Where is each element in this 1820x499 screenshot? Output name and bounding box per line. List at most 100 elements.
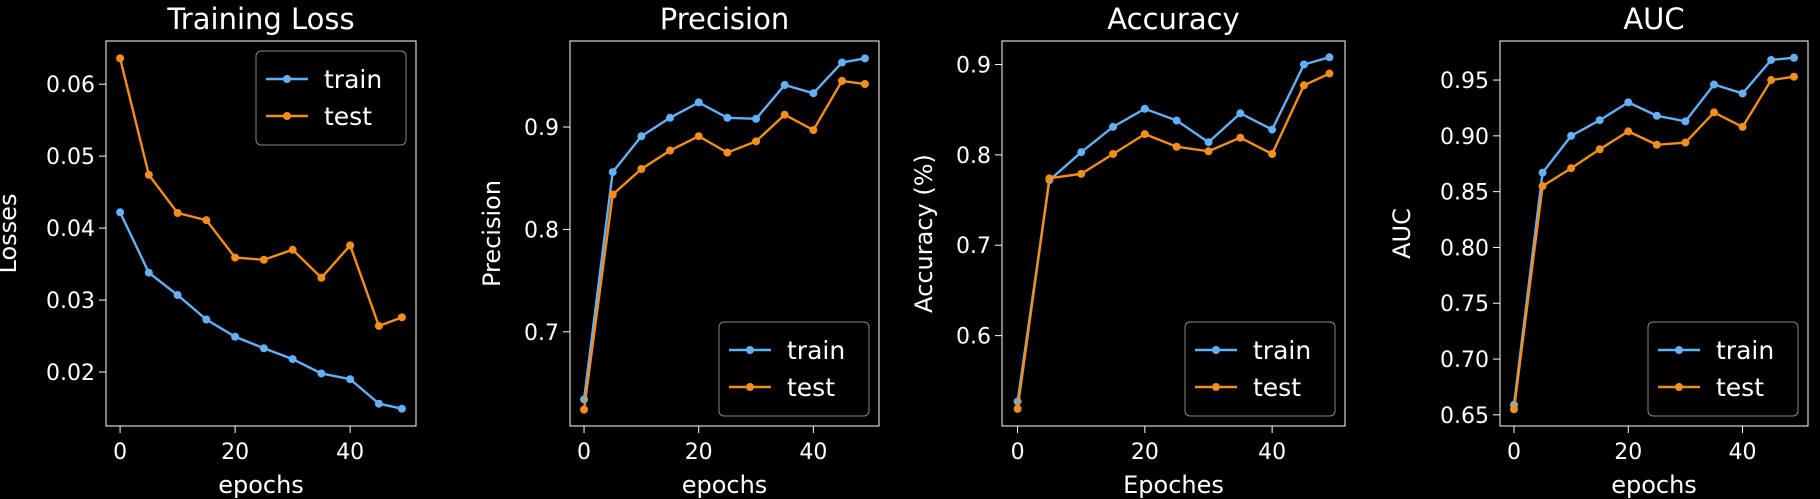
y-axis-label: Losses <box>0 194 22 274</box>
series-marker <box>374 399 383 408</box>
chart-title: Accuracy <box>1107 2 1239 36</box>
legend-marker <box>1675 383 1683 391</box>
series-marker <box>1738 89 1747 98</box>
series-marker <box>116 54 125 63</box>
series-marker <box>1236 109 1245 118</box>
series-marker <box>860 80 869 89</box>
series-marker <box>1624 98 1633 107</box>
series-marker <box>317 369 326 378</box>
x-tick-label: 20 <box>1131 440 1159 465</box>
x-tick-label: 20 <box>685 440 713 465</box>
y-tick-label: 0.06 <box>46 73 95 98</box>
x-tick-label: 40 <box>1258 440 1286 465</box>
legend-label: train <box>787 336 845 365</box>
legend-marker <box>283 112 291 120</box>
legend: train test <box>1184 321 1336 417</box>
series-marker <box>608 190 617 199</box>
series-marker <box>1109 149 1118 158</box>
legend: train test <box>718 321 870 417</box>
axes-frame <box>569 40 880 427</box>
series-marker <box>317 273 326 282</box>
series-marker <box>1204 138 1213 147</box>
series-marker <box>346 375 355 384</box>
legend-label: test <box>1253 373 1301 402</box>
legend-frame <box>1184 321 1336 417</box>
series-marker <box>144 268 153 277</box>
chart-title: Precision <box>660 2 789 36</box>
series-marker <box>1013 404 1022 413</box>
series-marker <box>1738 122 1747 131</box>
legend-frame <box>718 321 870 417</box>
series-marker <box>1204 147 1213 156</box>
series-marker <box>1567 131 1576 140</box>
series-marker <box>1077 169 1086 178</box>
series-marker <box>116 208 125 217</box>
subplot: Accuracy Epoches Accuracy (%) 0 20 40 0.6 0.7 0.… <box>910 2 1346 499</box>
series-marker <box>723 148 732 157</box>
series-marker <box>144 170 153 179</box>
x-tick-label: 40 <box>799 440 827 465</box>
chart-title: AUC <box>1623 2 1684 36</box>
series-marker <box>637 164 646 173</box>
legend-marker <box>1212 383 1220 391</box>
series-marker <box>173 291 182 300</box>
y-axis-label: Accuracy (%) <box>910 154 938 313</box>
series-marker <box>397 313 406 322</box>
series-marker <box>1790 53 1798 62</box>
subplot: AUC epochs AUC 0 20 40 0.65 0.70 0.75 0.80 0.85 0.9… <box>1388 2 1809 499</box>
series-marker <box>780 110 789 119</box>
series-marker <box>202 216 211 225</box>
series-marker <box>1767 76 1776 85</box>
series-marker <box>374 321 383 330</box>
series-marker <box>809 126 818 135</box>
series-marker <box>1652 140 1661 149</box>
y-tick-label: 0.8 <box>956 144 991 169</box>
x-tick-label: 40 <box>336 440 364 465</box>
x-tick-label: 40 <box>1729 440 1757 465</box>
y-tick-label: 0.75 <box>1440 292 1489 317</box>
series-marker <box>397 404 406 413</box>
x-tick-label: 0 <box>1011 440 1025 465</box>
series-marker <box>608 168 617 177</box>
series-marker <box>1268 125 1277 134</box>
series-marker <box>1595 145 1604 154</box>
series-marker <box>346 241 355 250</box>
series-marker <box>1109 122 1118 131</box>
x-axis-label: epochs <box>682 471 768 499</box>
x-tick-label: 20 <box>221 440 249 465</box>
series-marker <box>288 245 297 254</box>
x-tick-label: 0 <box>113 440 127 465</box>
series-marker <box>666 146 675 155</box>
series-marker <box>780 81 789 90</box>
subplot: Training Loss epochs Losses 0 20 40 0.02 0.03 0.… <box>0 2 417 499</box>
legend-marker <box>1675 346 1683 354</box>
series-marker <box>259 344 268 353</box>
series-marker <box>752 114 761 123</box>
legend-label: test <box>1716 373 1764 402</box>
series-marker <box>637 132 646 141</box>
axes-frame <box>105 40 417 427</box>
series-marker <box>1236 133 1245 142</box>
legend: train test <box>1647 321 1799 417</box>
series-marker <box>173 208 182 217</box>
x-tick-label: 20 <box>1614 440 1642 465</box>
y-tick-label: 0.70 <box>1440 348 1489 373</box>
series-marker <box>1595 116 1604 125</box>
series-marker <box>1790 72 1798 81</box>
series-marker <box>1268 149 1277 158</box>
legend-label: test <box>324 102 372 131</box>
series-marker <box>202 315 211 324</box>
series-marker <box>1325 53 1334 62</box>
y-tick-label: 0.03 <box>46 289 95 314</box>
series-marker <box>231 253 240 262</box>
axes-frame <box>1499 40 1809 427</box>
y-tick-label: 0.90 <box>1440 125 1489 150</box>
x-axis-label: epochs <box>1611 471 1697 499</box>
axes-frame <box>1001 40 1346 427</box>
series-marker <box>838 58 847 67</box>
x-tick-label: 0 <box>1507 440 1521 465</box>
series-marker <box>1045 174 1054 183</box>
legend-frame <box>255 50 407 146</box>
y-tick-label: 0.95 <box>1440 69 1489 94</box>
